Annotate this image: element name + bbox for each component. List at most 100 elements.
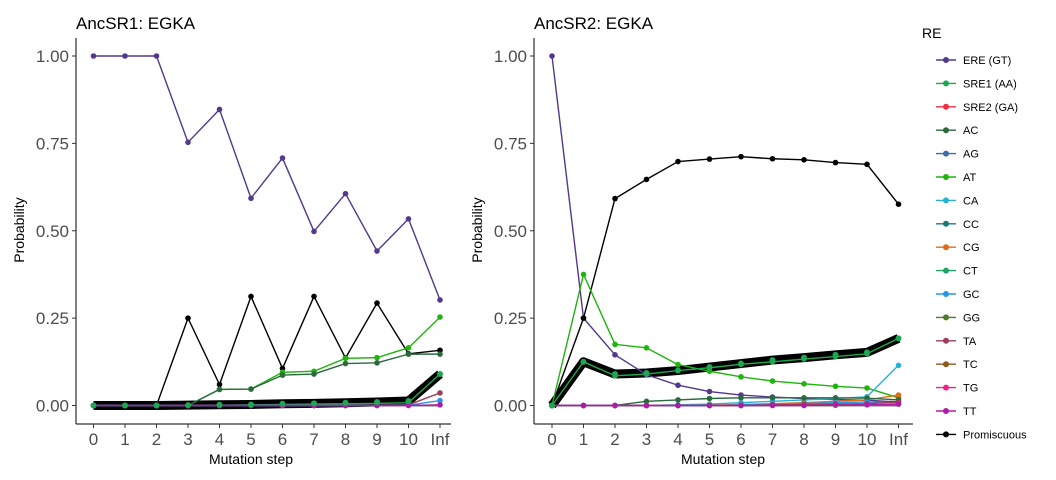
data-point [706,395,713,402]
data-point [801,395,807,401]
legend-label: AG [963,149,979,161]
legend-label: TT [963,406,977,418]
legend-label: SRE2 (GA) [963,102,1018,114]
data-point [895,401,902,407]
data-point [405,402,412,409]
data-point [437,297,443,303]
data-point [342,399,349,406]
data-point [864,161,870,168]
x-tick-label: 1 [120,430,129,449]
legend-item: CG [936,242,980,254]
legend-label: GC [963,289,980,301]
data-point [437,314,443,320]
data-point [706,388,713,395]
y-tick-label: 1.00 [494,47,527,66]
x-tick-label: 4 [215,430,224,449]
data-point [706,402,713,409]
panel-title: AncSR2: EGKA [534,14,654,33]
legend-item: CA [936,195,979,207]
data-point [895,335,902,342]
data-point [216,381,223,388]
data-point [801,381,807,387]
legend-label: TG [963,383,978,395]
series-line [551,273,899,406]
data-point [612,195,618,202]
data-point [437,390,443,396]
data-point [675,397,681,403]
legend-item: Promiscuous [936,429,1027,441]
data-point [549,402,555,409]
legend-key-point [943,80,949,87]
legend-item: GC [936,289,980,301]
x-tick-label: 10 [858,430,877,449]
x-tick-label: 7 [768,430,777,449]
data-point [405,216,412,222]
legend-item: SRE2 (GA) [936,102,1018,114]
data-point [738,395,744,401]
data-point [374,399,380,406]
data-point [643,176,650,183]
data-point [279,365,286,372]
data-point [279,400,286,407]
data-point [248,386,254,392]
data-point [90,53,97,59]
data-point [769,155,776,162]
data-point [832,383,839,390]
legend-label: SRE1 (AA) [963,78,1017,90]
x-tick-label: 0 [547,430,556,449]
data-point [311,400,317,407]
data-point [864,395,870,401]
data-point [185,402,191,409]
x-tick-label: Inf [889,430,908,449]
data-point [675,402,681,409]
x-axis-label: Mutation step [681,451,765,467]
x-tick-label: 8 [799,430,808,449]
legend-label: AT [963,172,977,184]
data-point [643,402,650,409]
data-point [580,402,587,409]
data-point [738,153,744,160]
data-point [405,397,412,404]
data-point [675,367,681,374]
x-tick-label: 6 [278,430,287,449]
data-point [216,386,223,393]
legend-item: TC [936,359,978,371]
data-point [374,248,380,254]
data-point [437,351,443,357]
data-point [342,360,349,367]
data-point [612,371,618,378]
panel-ancsr2: AncSR2: EGKA Mutation step Probability 0… [469,14,913,467]
data-point [643,345,650,351]
legend-label: CA [963,195,979,207]
data-point [738,374,744,380]
data-point [801,402,807,409]
legend-key-point [943,291,949,297]
data-point [801,354,807,361]
legend-key-point [943,431,949,438]
data-point [185,139,191,146]
data-point [895,362,902,369]
x-tick-label: 9 [372,430,381,449]
data-point [675,158,681,165]
x-tick-label: 1 [579,430,588,449]
data-point [311,371,317,377]
data-point [405,351,412,357]
legend-item: GG [936,312,980,324]
y-tick-label: 0.50 [36,222,69,241]
x-tick-label: 9 [831,430,840,449]
data-point [122,402,128,409]
data-point [706,364,713,371]
legend-item: TA [936,336,977,348]
legend-item: AC [936,125,978,137]
y-tick-label: 0.75 [494,134,527,153]
data-point [864,385,870,391]
x-tick-label: 4 [673,430,682,449]
data-point [437,397,443,404]
series-line [551,155,900,406]
legend-key-point [943,197,949,204]
legend-key-point [943,361,949,368]
x-tick-label: 8 [341,430,350,449]
data-point [216,106,223,113]
y-axis-label: Probability [469,197,485,262]
